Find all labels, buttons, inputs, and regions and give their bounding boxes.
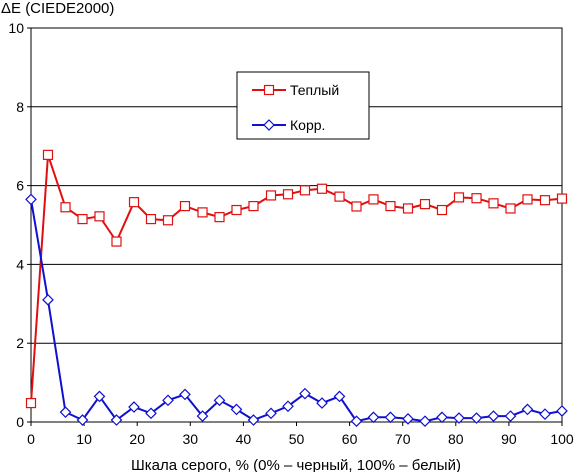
data-point-series-0 <box>436 204 448 216</box>
data-point-series-0 <box>453 192 465 203</box>
data-point-series-0 <box>316 183 328 194</box>
data-point-series-1 <box>230 403 243 416</box>
data-point-series-1 <box>93 390 106 403</box>
x-tick-label: 50 <box>289 431 305 447</box>
data-point-series-0 <box>162 215 174 226</box>
y-tick-label: 2 <box>16 335 24 351</box>
data-point-series-1 <box>42 294 54 306</box>
y-tick-label: 10 <box>8 20 24 36</box>
data-point-series-0 <box>179 200 191 212</box>
x-tick-label: 0 <box>27 431 35 447</box>
y-axis-title: ΔE (CIEDE2000) <box>1 0 114 17</box>
x-tick-label: 90 <box>501 431 517 447</box>
data-point-series-0 <box>77 213 88 225</box>
data-point-series-0 <box>522 194 533 205</box>
data-point-series-1 <box>436 411 448 424</box>
data-point-series-1 <box>539 408 551 420</box>
data-point-series-0 <box>402 203 414 214</box>
data-point-series-1 <box>179 388 191 401</box>
data-point-series-0 <box>111 236 122 247</box>
data-point-series-0 <box>539 195 551 206</box>
data-point-series-1 <box>367 411 380 424</box>
data-point-series-1 <box>247 414 260 426</box>
data-point-series-0 <box>419 199 431 210</box>
data-point-series-1 <box>265 407 277 420</box>
data-point-series-1 <box>162 394 174 407</box>
data-point-series-1 <box>350 415 363 428</box>
x-tick-label: 10 <box>76 431 92 447</box>
data-point-series-1 <box>263 119 275 131</box>
x-tick-label: 60 <box>342 431 358 447</box>
data-point-series-0 <box>299 185 311 196</box>
x-tick-label: 100 <box>550 431 574 447</box>
legend-box <box>236 71 370 140</box>
data-point-series-1 <box>282 400 294 413</box>
data-point-series-1 <box>470 412 483 424</box>
data-point-series-1 <box>213 394 226 407</box>
data-point-series-1 <box>402 412 414 425</box>
legend-item-0: Теплый <box>252 82 339 98</box>
data-point-series-0 <box>368 194 379 205</box>
data-point-series-1 <box>76 414 89 426</box>
data-point-series-1 <box>521 403 534 416</box>
data-point-series-0 <box>351 201 362 212</box>
series-0 <box>25 149 568 409</box>
data-point-series-1 <box>487 410 500 422</box>
x-tick-label: 30 <box>183 431 199 447</box>
x-tick-label: 40 <box>236 431 252 447</box>
legend-label: Теплый <box>290 82 339 98</box>
data-point-series-0 <box>60 202 71 213</box>
data-point-series-0 <box>385 200 396 212</box>
data-point-series-1 <box>145 407 157 420</box>
data-point-series-1 <box>384 411 397 424</box>
data-point-series-1 <box>504 410 517 422</box>
data-point-series-0 <box>488 198 499 209</box>
data-point-series-0 <box>263 84 275 96</box>
x-tick-label: 80 <box>448 431 464 447</box>
data-point-series-1 <box>59 406 72 418</box>
series-1 <box>25 193 568 428</box>
data-point-series-0 <box>25 397 37 409</box>
data-point-series-0 <box>145 213 157 225</box>
x-tick-label: 20 <box>129 431 145 447</box>
data-point-series-1 <box>196 410 209 422</box>
data-point-series-0 <box>265 190 277 201</box>
data-point-series-0 <box>128 197 140 208</box>
data-point-series-1 <box>128 401 140 413</box>
legend-item-1: Корр. <box>252 117 325 133</box>
data-point-series-0 <box>214 212 225 223</box>
data-point-series-1 <box>110 414 123 426</box>
y-tick-label: 0 <box>16 414 24 430</box>
data-point-series-0 <box>282 189 294 200</box>
data-point-series-1 <box>316 397 328 409</box>
data-point-series-0 <box>471 193 482 204</box>
y-tick-label: 4 <box>16 256 24 272</box>
data-point-series-1 <box>333 390 346 403</box>
y-tick-label: 6 <box>16 178 24 194</box>
data-point-series-1 <box>299 387 311 400</box>
x-axis-title: Шкала серого, % (0% – черный, 100% – бел… <box>131 457 461 472</box>
data-point-series-0 <box>197 207 208 218</box>
data-point-series-0 <box>231 204 242 216</box>
data-point-series-1 <box>453 412 465 424</box>
data-point-series-0 <box>94 211 105 222</box>
data-point-series-1 <box>25 193 37 206</box>
y-tick-label: 8 <box>16 99 24 115</box>
data-point-series-0 <box>505 203 516 214</box>
x-tick-label: 70 <box>395 431 411 447</box>
series-layer <box>25 149 568 428</box>
data-point-series-0 <box>42 149 54 160</box>
data-point-series-0 <box>334 191 345 202</box>
legend: Теплый Корр. <box>236 71 370 140</box>
data-point-series-0 <box>248 200 259 212</box>
legend-label: Корр. <box>290 117 325 133</box>
data-point-series-0 <box>556 193 568 204</box>
data-point-series-1 <box>419 415 431 428</box>
data-point-series-1 <box>556 405 568 417</box>
